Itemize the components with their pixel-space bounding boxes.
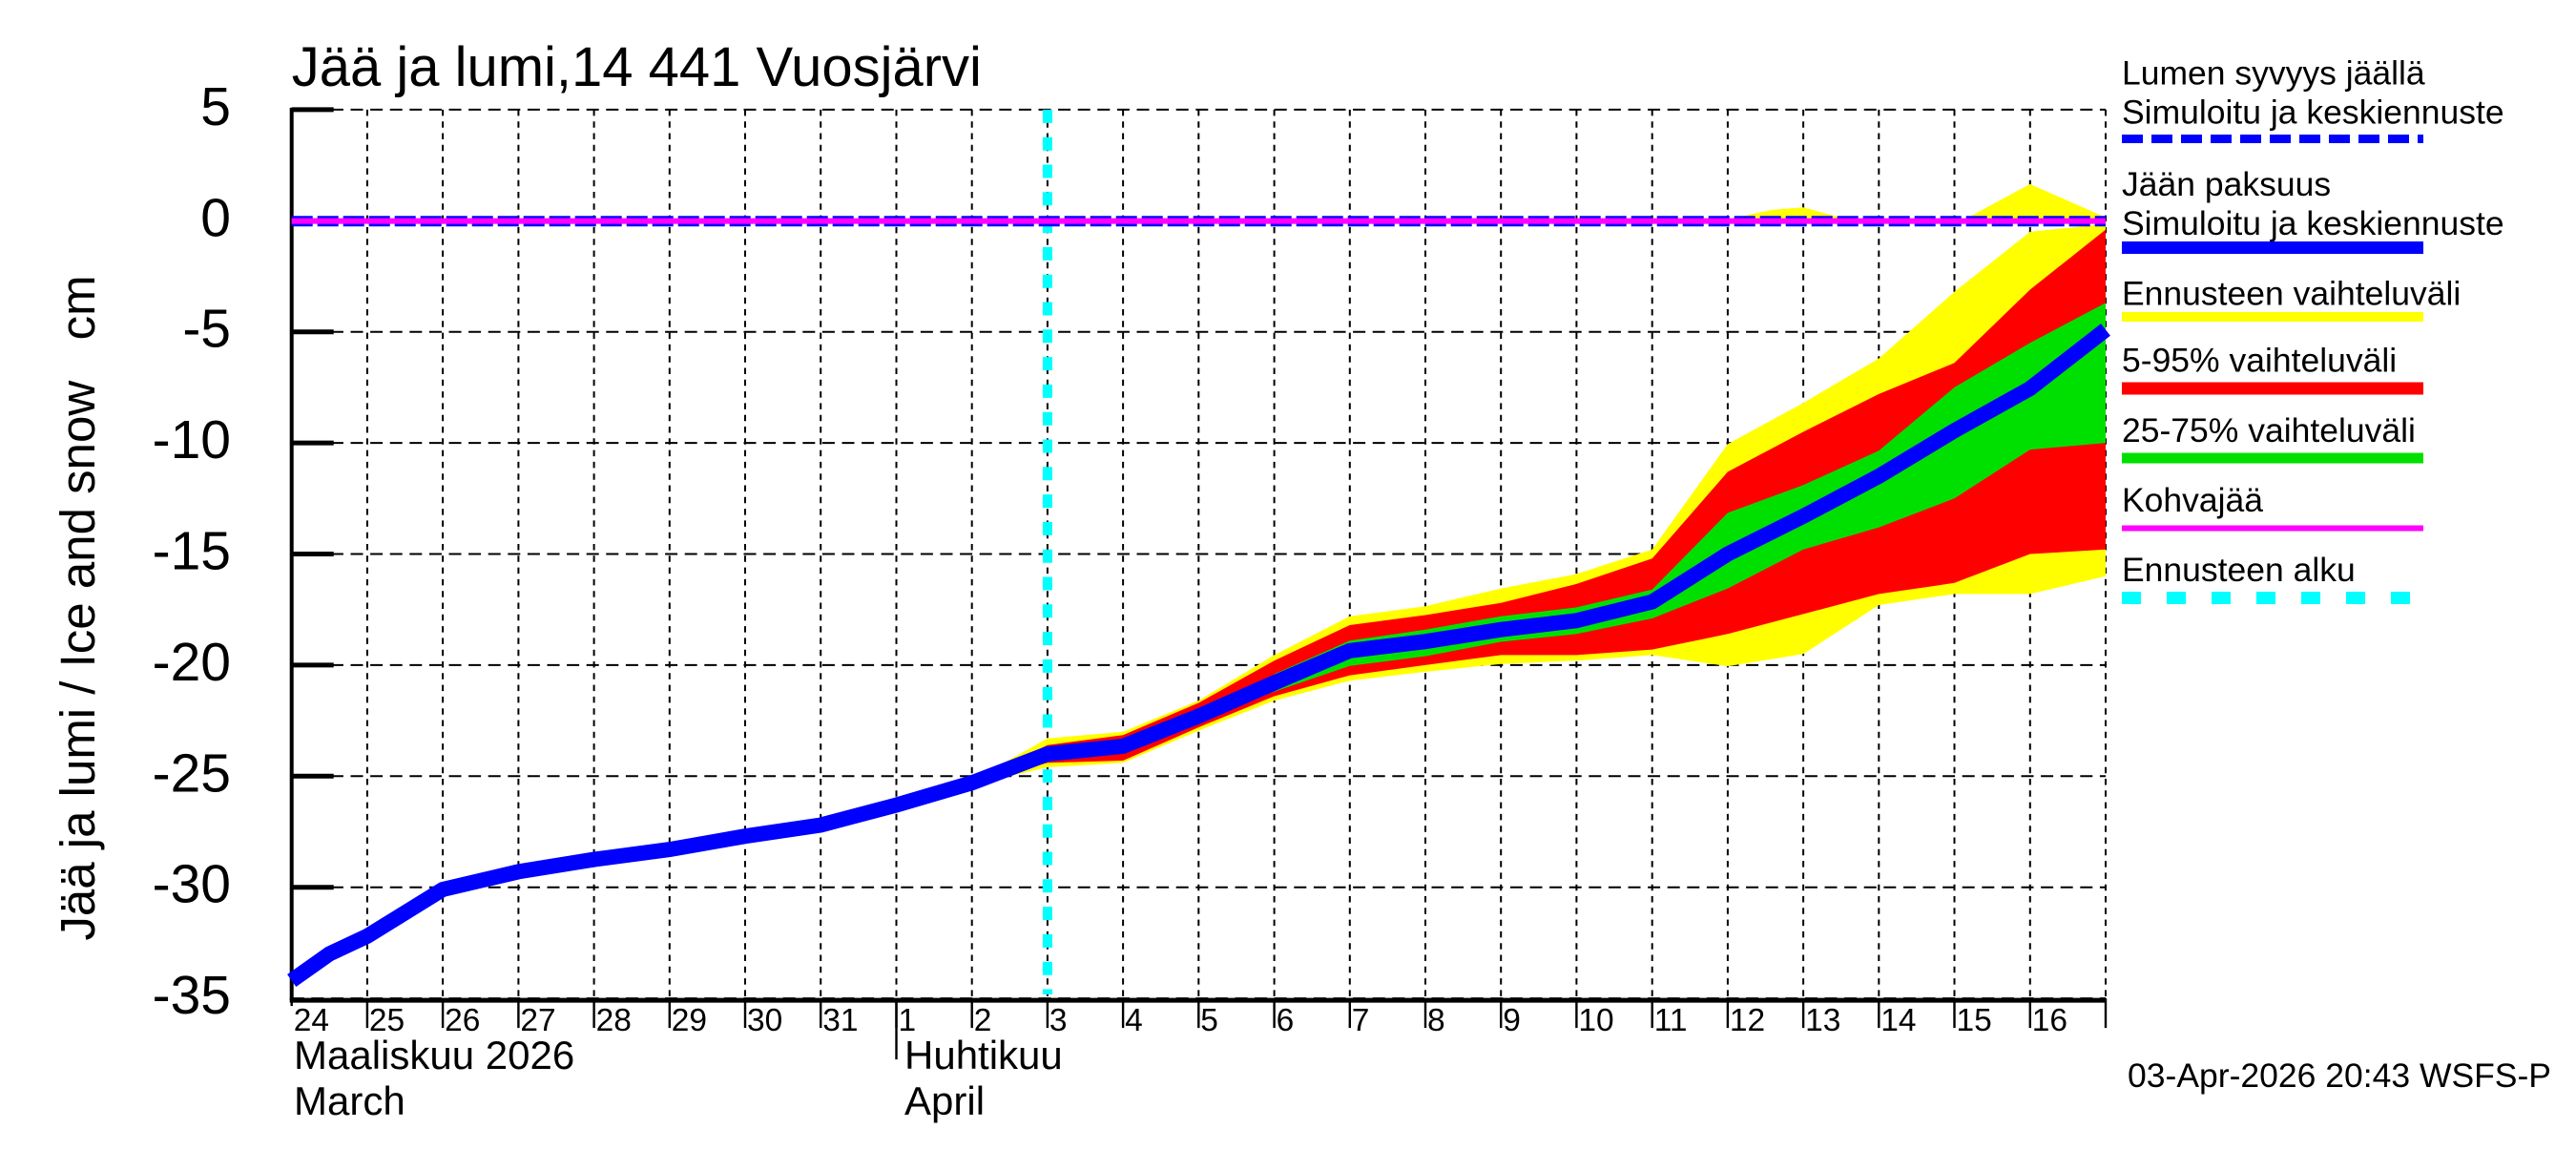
svg-text:Ennusteen vaihteluväli: Ennusteen vaihteluväli: [2122, 275, 2461, 313]
svg-text:6: 6: [1277, 1003, 1295, 1038]
svg-text:24: 24: [294, 1003, 329, 1038]
svg-text:-5: -5: [182, 299, 231, 360]
svg-text:-20: -20: [153, 632, 231, 693]
svg-text:7: 7: [1352, 1003, 1370, 1038]
svg-text:April: April: [904, 1078, 985, 1123]
svg-text:30: 30: [747, 1003, 782, 1038]
svg-text:Jää ja lumi / Ice and snow c: Jää ja lumi / Ice and snow cm: [51, 275, 105, 940]
svg-text:28: 28: [596, 1003, 632, 1038]
svg-text:2: 2: [974, 1003, 992, 1038]
svg-text:1: 1: [899, 1003, 917, 1038]
svg-text:14: 14: [1880, 1003, 1916, 1038]
svg-text:Maaliskuu 2026: Maaliskuu 2026: [294, 1033, 574, 1077]
svg-text:26: 26: [445, 1003, 480, 1038]
svg-text:Jään paksuus: Jään paksuus: [2122, 165, 2331, 203]
svg-text:-30: -30: [153, 854, 231, 915]
svg-text:12: 12: [1730, 1003, 1765, 1038]
svg-text:25: 25: [369, 1003, 405, 1038]
svg-text:5: 5: [200, 76, 231, 137]
svg-text:Jää ja lumi,14 441 Vuosjärvi: Jää ja lumi,14 441 Vuosjärvi: [292, 36, 982, 98]
svg-text:3: 3: [1049, 1003, 1068, 1038]
svg-text:Kohvajää: Kohvajää: [2122, 481, 2263, 519]
svg-text:5: 5: [1200, 1003, 1218, 1038]
svg-text:27: 27: [520, 1003, 555, 1038]
svg-text:March: March: [294, 1078, 405, 1123]
svg-text:10: 10: [1578, 1003, 1613, 1038]
svg-text:-10: -10: [153, 409, 231, 470]
svg-text:-35: -35: [153, 965, 231, 1026]
svg-text:13: 13: [1805, 1003, 1840, 1038]
svg-text:-15: -15: [153, 521, 231, 582]
svg-text:0: 0: [200, 187, 231, 248]
svg-text:03-Apr-2026 20:43 WSFS-P: 03-Apr-2026 20:43 WSFS-P: [2128, 1056, 2551, 1095]
svg-text:Lumen syvyys jäällä: Lumen syvyys jäällä: [2122, 54, 2425, 93]
svg-text:Huhtikuu: Huhtikuu: [904, 1033, 1063, 1077]
svg-text:Simuloitu ja keskiennuste: Simuloitu ja keskiennuste: [2122, 204, 2504, 242]
svg-text:-25: -25: [153, 742, 231, 804]
svg-text:11: 11: [1654, 1003, 1688, 1038]
svg-text:9: 9: [1503, 1003, 1521, 1038]
svg-text:4: 4: [1125, 1003, 1143, 1038]
svg-text:25-75% vaihteluväli: 25-75% vaihteluväli: [2122, 411, 2416, 450]
svg-text:Ennusteen alku: Ennusteen alku: [2122, 551, 2356, 589]
svg-text:5-95% vaihteluväli: 5-95% vaihteluväli: [2122, 342, 2397, 380]
svg-text:16: 16: [2032, 1003, 2067, 1038]
svg-text:31: 31: [822, 1003, 858, 1038]
svg-text:Simuloitu ja keskiennuste: Simuloitu ja keskiennuste: [2122, 94, 2504, 132]
svg-text:15: 15: [1957, 1003, 1992, 1038]
svg-text:8: 8: [1427, 1003, 1445, 1038]
svg-text:29: 29: [672, 1003, 707, 1038]
